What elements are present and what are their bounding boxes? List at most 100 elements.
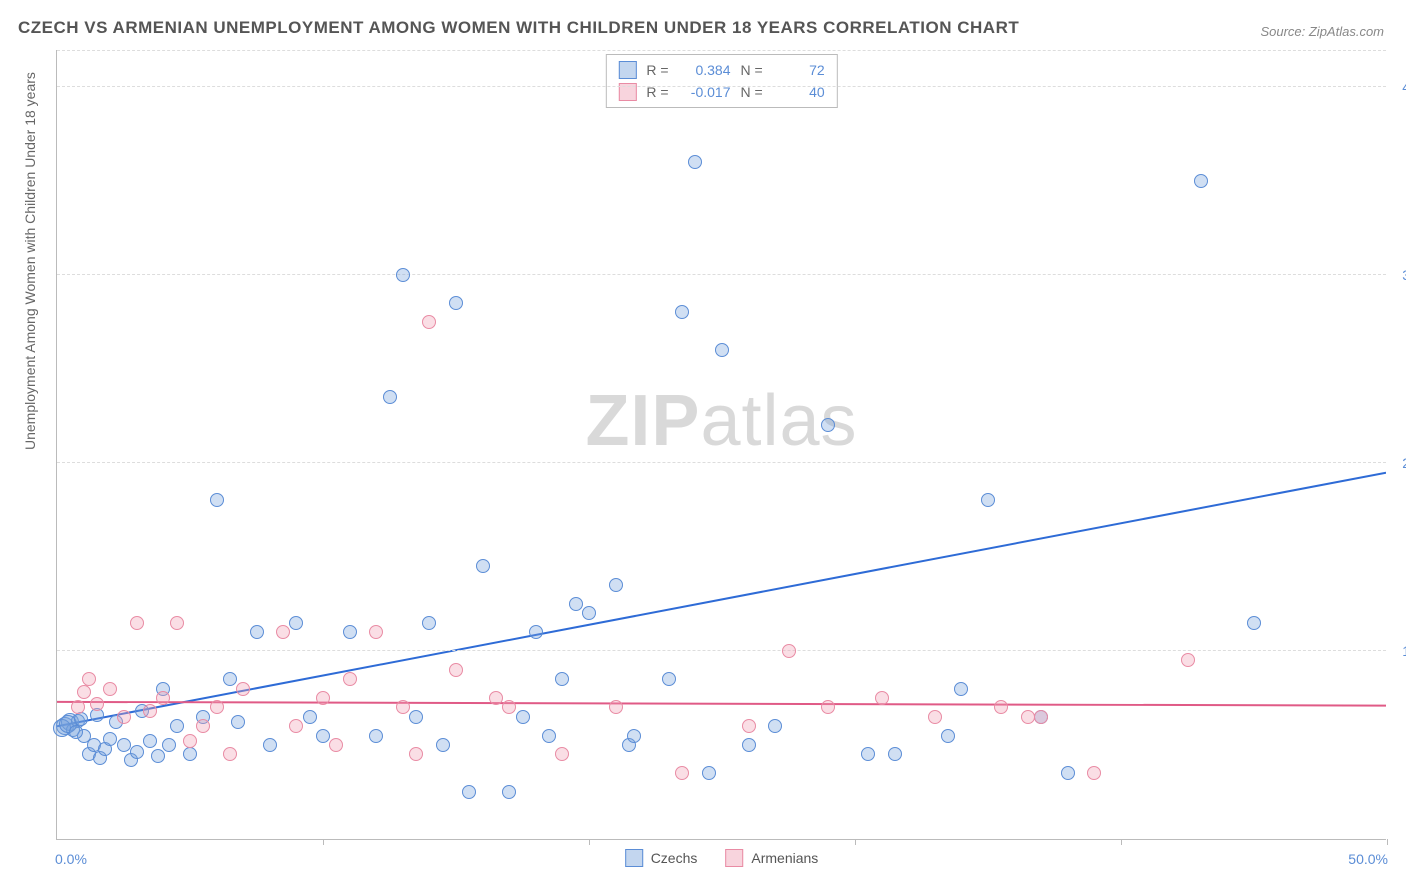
scatter-point — [609, 578, 623, 592]
legend-item-armenians: Armenians — [725, 849, 818, 867]
scatter-point — [449, 663, 463, 677]
scatter-point — [69, 725, 83, 739]
swatch-blue-icon — [618, 61, 636, 79]
trend-line — [57, 702, 1386, 706]
scatter-point — [231, 715, 245, 729]
scatter-point — [821, 700, 835, 714]
scatter-point — [627, 729, 641, 743]
x-tick — [589, 839, 590, 845]
scatter-point — [170, 616, 184, 630]
scatter-point — [223, 747, 237, 761]
x-tick — [323, 839, 324, 845]
stats-n-label: N = — [741, 62, 763, 78]
scatter-point — [263, 738, 277, 752]
watermark: ZIPatlas — [585, 380, 857, 462]
scatter-point — [821, 418, 835, 432]
scatter-point — [555, 672, 569, 686]
scatter-point — [715, 343, 729, 357]
scatter-point — [1181, 653, 1195, 667]
scatter-point — [1087, 766, 1101, 780]
scatter-point — [409, 710, 423, 724]
scatter-point — [210, 700, 224, 714]
scatter-point — [343, 672, 357, 686]
scatter-point — [1194, 174, 1208, 188]
scatter-point — [143, 734, 157, 748]
y-tick-label: 40.0% — [1390, 79, 1406, 95]
scatter-point — [183, 747, 197, 761]
scatter-point — [928, 710, 942, 724]
scatter-point — [954, 682, 968, 696]
scatter-point — [90, 697, 104, 711]
scatter-point — [383, 390, 397, 404]
scatter-point — [316, 691, 330, 705]
scatter-point — [196, 719, 210, 733]
scatter-point — [151, 749, 165, 763]
scatter-point — [103, 682, 117, 696]
scatter-point — [369, 729, 383, 743]
scatter-point — [462, 785, 476, 799]
legend-label: Czechs — [651, 850, 698, 866]
scatter-point — [702, 766, 716, 780]
scatter-point — [276, 625, 290, 639]
x-tick — [1121, 839, 1122, 845]
watermark-bold: ZIP — [585, 381, 700, 461]
scatter-point — [289, 719, 303, 733]
scatter-point — [542, 729, 556, 743]
scatter-point — [1247, 616, 1261, 630]
scatter-point — [303, 710, 317, 724]
scatter-point — [516, 710, 530, 724]
scatter-point — [449, 296, 463, 310]
scatter-point — [742, 719, 756, 733]
y-tick-label: 20.0% — [1390, 455, 1406, 471]
scatter-point — [861, 747, 875, 761]
gridline — [57, 650, 1386, 651]
scatter-point — [502, 700, 516, 714]
scatter-point — [941, 729, 955, 743]
scatter-point — [236, 682, 250, 696]
scatter-point — [529, 625, 543, 639]
scatter-point — [888, 747, 902, 761]
scatter-point — [316, 729, 330, 743]
gridline — [57, 274, 1386, 275]
gridline — [57, 462, 1386, 463]
scatter-point — [170, 719, 184, 733]
scatter-point — [409, 747, 423, 761]
scatter-point — [343, 625, 357, 639]
scatter-point — [582, 606, 596, 620]
scatter-point — [156, 691, 170, 705]
chart-title: CZECH VS ARMENIAN UNEMPLOYMENT AMONG WOM… — [18, 18, 1019, 38]
scatter-point — [117, 710, 131, 724]
scatter-point — [782, 644, 796, 658]
legend: Czechs Armenians — [625, 849, 819, 867]
scatter-point — [143, 704, 157, 718]
scatter-point — [162, 738, 176, 752]
trend-lines — [57, 50, 1386, 839]
scatter-point — [250, 625, 264, 639]
scatter-point — [675, 305, 689, 319]
x-tick — [855, 839, 856, 845]
stats-row-czechs: R = 0.384 N = 72 — [618, 59, 824, 81]
scatter-point — [555, 747, 569, 761]
scatter-point — [329, 738, 343, 752]
y-tick-label: 10.0% — [1390, 643, 1406, 659]
scatter-point — [396, 700, 410, 714]
scatter-point — [103, 732, 117, 746]
x-axis-min-label: 0.0% — [55, 851, 87, 867]
stats-r-value-czechs: 0.384 — [679, 62, 731, 78]
swatch-pink-icon — [725, 849, 743, 867]
gridline — [57, 86, 1386, 87]
scatter-point — [117, 738, 131, 752]
chart-container: CZECH VS ARMENIAN UNEMPLOYMENT AMONG WOM… — [0, 0, 1406, 892]
swatch-blue-icon — [625, 849, 643, 867]
y-tick-label: 30.0% — [1390, 267, 1406, 283]
scatter-point — [662, 672, 676, 686]
scatter-point — [489, 691, 503, 705]
gridline — [57, 50, 1386, 51]
scatter-point — [994, 700, 1008, 714]
scatter-point — [502, 785, 516, 799]
scatter-point — [476, 559, 490, 573]
scatter-point — [422, 616, 436, 630]
scatter-point — [422, 315, 436, 329]
x-axis-max-label: 50.0% — [1348, 851, 1388, 867]
scatter-point — [1061, 766, 1075, 780]
